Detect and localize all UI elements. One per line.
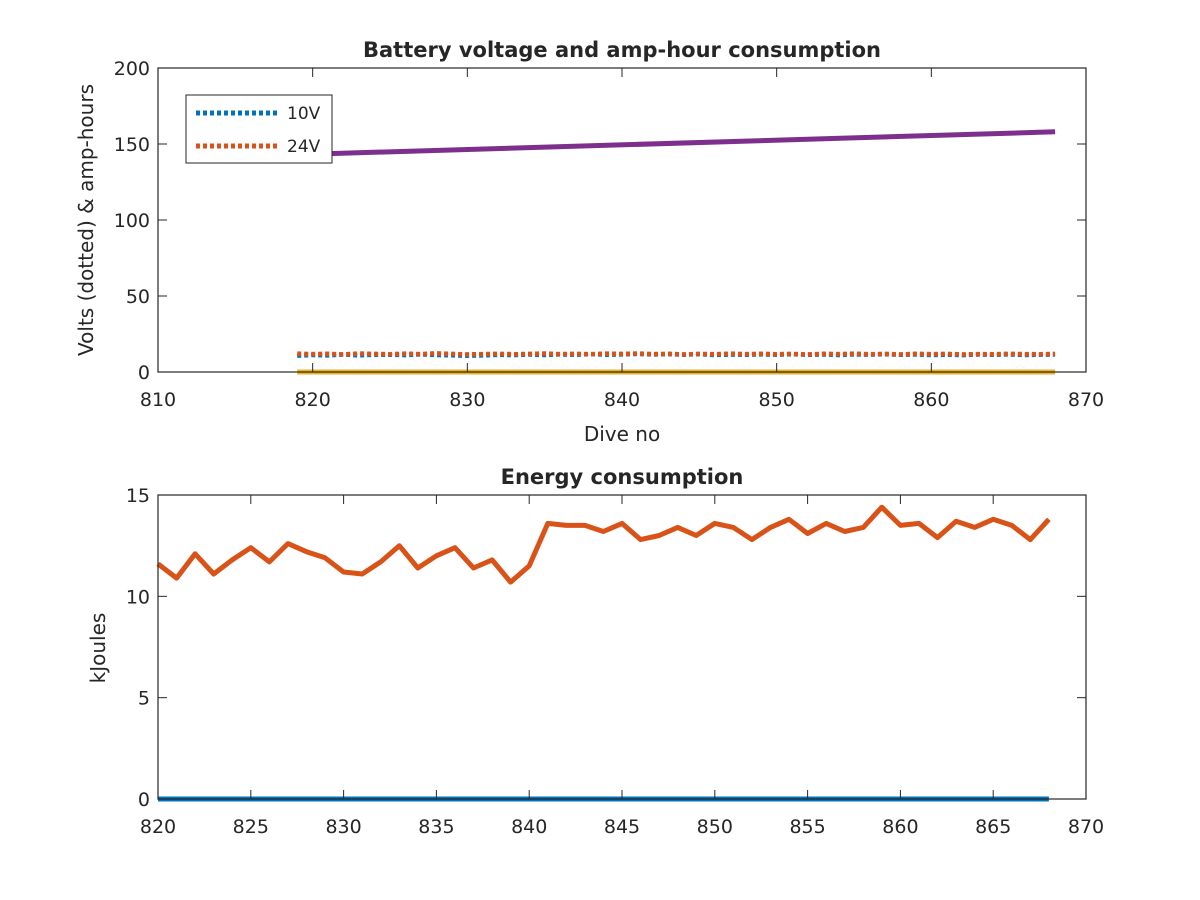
- plot2-ytick-label: 10: [126, 586, 150, 608]
- legend-box: [185, 94, 333, 164]
- plot1-ytick-label: 200: [114, 58, 150, 80]
- plot1-legend: 10V 24V: [185, 94, 333, 164]
- plot1-series-line-2: [297, 129, 1056, 158]
- plot2-xtick-label: 835: [418, 816, 454, 838]
- plot2-title: Energy consumption: [501, 465, 744, 489]
- plot1-xtick-label: 830: [449, 389, 485, 411]
- plot2-ylabel: kJoules: [86, 613, 110, 684]
- plot2-xtick-label: 845: [604, 816, 640, 838]
- plot1-axes-box: [157, 67, 1087, 373]
- plot2-background: [158, 495, 1086, 799]
- plot2-xtick-label: 850: [697, 816, 733, 838]
- plot2-xtick-label: 830: [325, 816, 361, 838]
- plot1-xtick-label: 860: [913, 389, 949, 411]
- plot1-ytick-label: 150: [114, 134, 150, 156]
- plot2-ytick-label: 15: [126, 485, 150, 507]
- plot2-xtick-label: 870: [1068, 816, 1104, 838]
- plot1-ytick-label: 50: [126, 286, 150, 308]
- plot1-xtick-label: 870: [1068, 389, 1104, 411]
- plot1-xlabel: Dive no: [584, 422, 660, 446]
- plot2-series-line-0: [156, 504, 1051, 585]
- plot2-axes-box: [157, 494, 1087, 800]
- plot1-xtick-label: 820: [295, 389, 331, 411]
- legend-label-24v: 24V: [287, 137, 321, 157]
- plot1-ticks-group: 810 820 830 840 850 860 870 0 50 100 150 200: [114, 58, 1104, 411]
- legend-label-10v: 10V: [287, 104, 321, 124]
- plot2-ticks-group: 820 825 830 835 840 845 850 855 860 865 870 0 5 10 15: [126, 485, 1104, 838]
- plot2-xtick-label: 865: [975, 816, 1011, 838]
- plot1-title: Battery voltage and amp-hour consumption: [363, 38, 881, 62]
- plot1-ytick-label: 0: [138, 362, 150, 384]
- plot1-xtick-label: 810: [140, 389, 176, 411]
- energy-consumption-subplot: 820 825 830 835 840 845 850 855 860 865 870051015 …: [86, 465, 1104, 838]
- plot1-ylabel: Volts (dotted) & amp-hours: [74, 84, 98, 356]
- plot1-ytick-label: 100: [114, 210, 150, 232]
- plot2-xtick-label: 825: [233, 816, 269, 838]
- plot2-ytick-label: 5: [138, 688, 150, 710]
- plot2-xtick-label: 855: [789, 816, 825, 838]
- plot2-xtick-label: 860: [882, 816, 918, 838]
- plot2-xtick-label: 820: [140, 816, 176, 838]
- plot1-series-line-1: [297, 351, 1056, 357]
- plot2-ytick-label: 0: [138, 789, 150, 811]
- plot1-xtick-label: 840: [604, 389, 640, 411]
- battery-voltage-subplot: 810 820 830 840 850 860 870 0 50 100 150 200 Batter…: [74, 38, 1104, 446]
- plot1-xtick-label: 850: [759, 389, 795, 411]
- plot2-xtick-label: 840: [511, 816, 547, 838]
